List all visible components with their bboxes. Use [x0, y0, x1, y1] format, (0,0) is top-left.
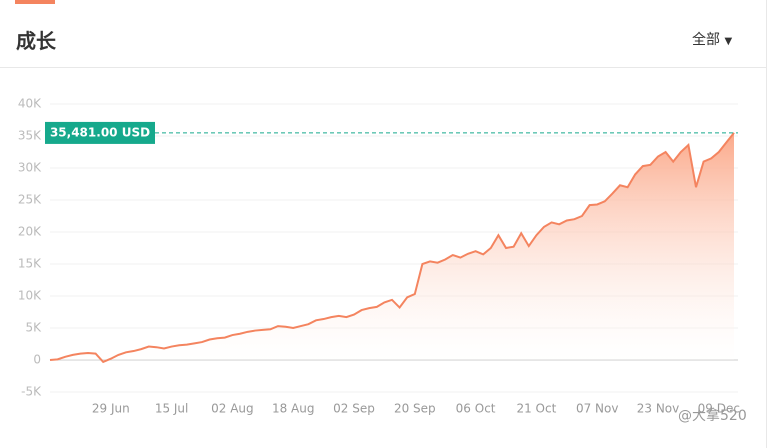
- x-tick-label: 29 Jun: [92, 402, 130, 416]
- x-tick-label: 18 Aug: [272, 402, 315, 416]
- divider: [0, 67, 766, 68]
- filter-label: 全部: [692, 32, 720, 48]
- y-tick-label: 15K: [18, 257, 42, 271]
- y-tick-label: 35K: [18, 129, 42, 143]
- y-tick-label: 20K: [18, 225, 42, 239]
- x-tick-label: 02 Aug: [211, 402, 254, 416]
- card-title: 成长: [16, 29, 56, 53]
- marker-badge: [45, 121, 155, 144]
- y-tick-label: 25K: [18, 193, 42, 207]
- x-tick-label: 20 Sep: [394, 402, 436, 416]
- x-tick-label: 07 Nov: [576, 402, 619, 416]
- x-tick-label: 21 Oct: [516, 402, 556, 416]
- x-tick-label: 23 Nov: [637, 402, 680, 416]
- y-tick-label: 0: [33, 353, 41, 367]
- y-tick-label: 30K: [18, 161, 42, 175]
- x-tick-label: 06 Oct: [456, 402, 496, 416]
- filter-dropdown[interactable]: 全部 ▼: [692, 29, 732, 49]
- y-tick-label: 40K: [18, 97, 42, 111]
- y-tick-label: -5K: [21, 385, 42, 399]
- x-tick-label: 15 Jul: [155, 402, 189, 416]
- y-tick-label: 10K: [18, 289, 42, 303]
- y-tick-label: 5K: [25, 321, 42, 335]
- dropdown-arrow: ▼: [724, 36, 733, 47]
- x-tick-label: 09 Dec: [698, 402, 740, 416]
- tab-indicator: [15, 0, 55, 4]
- marker-label: 35,481.00 USD: [50, 125, 150, 139]
- line: [49, 132, 735, 364]
- watermark: @大拿520: [678, 408, 747, 424]
- area: [50, 132, 734, 362]
- x-tick-label: 02 Sep: [333, 402, 375, 416]
